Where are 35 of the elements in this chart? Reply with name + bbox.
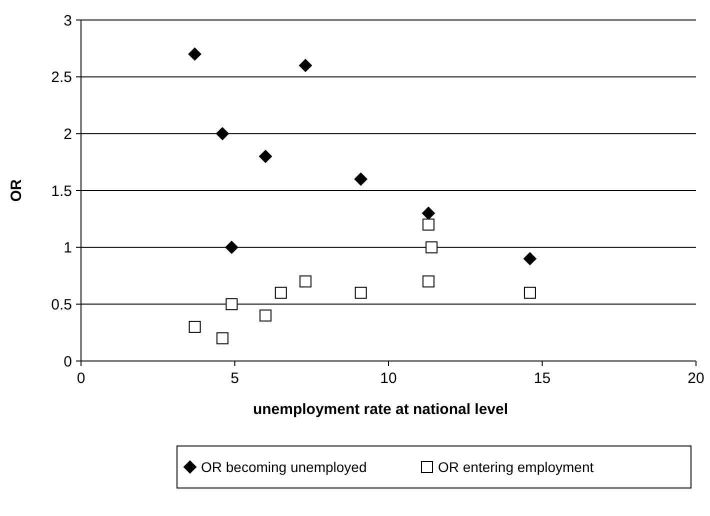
point	[426, 241, 438, 254]
point	[299, 275, 312, 288]
point	[524, 286, 536, 299]
point	[354, 286, 367, 299]
x-tick-label: 15	[534, 370, 551, 387]
y-tick-label: 0	[64, 353, 72, 370]
y-tick-label: 0.5	[51, 296, 72, 314]
x-tick-label: 0	[76, 370, 86, 387]
point	[226, 298, 238, 310]
y-tick-label: 2	[64, 126, 72, 143]
point	[274, 286, 287, 299]
point	[188, 320, 201, 333]
point	[422, 218, 434, 231]
point	[188, 48, 202, 61]
point	[260, 310, 272, 322]
point	[422, 206, 435, 220]
x-axis-title: unemployment rate at national level	[252, 401, 508, 418]
point	[259, 150, 272, 163]
point	[354, 172, 368, 186]
x-tick-label: 5	[230, 370, 239, 387]
legend-label: OR becoming unemployed	[201, 458, 367, 475]
legend-label: OR entering employment	[438, 458, 594, 475]
x-tick-label: 20	[688, 370, 704, 387]
y-tick-label: 3	[64, 12, 72, 30]
point	[225, 240, 238, 254]
point	[422, 275, 434, 288]
point	[216, 332, 228, 344]
y-tick-label: 1	[64, 240, 72, 257]
point	[523, 252, 536, 266]
point	[298, 58, 312, 72]
y-tick-label: 2.5	[51, 69, 72, 86]
x-tick-label: 10	[380, 370, 397, 387]
point	[216, 127, 229, 140]
y-tick-label: 1.5	[51, 182, 72, 200]
y-axis-title: OR	[8, 179, 25, 202]
